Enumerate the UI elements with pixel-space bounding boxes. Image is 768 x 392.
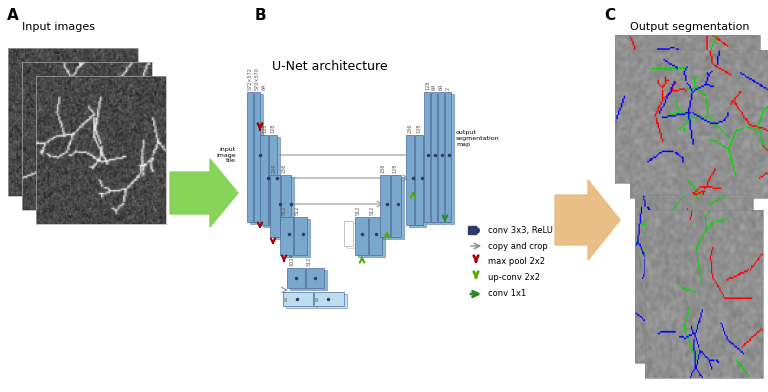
Text: 1024: 1024 bbox=[289, 254, 294, 266]
Bar bbox=[427, 94, 433, 224]
Bar bbox=[270, 175, 280, 237]
Bar bbox=[431, 92, 437, 222]
Text: 256: 256 bbox=[408, 123, 413, 133]
Bar bbox=[269, 135, 277, 225]
Bar bbox=[645, 210, 763, 378]
Bar bbox=[344, 221, 353, 246]
Text: copy and crop: copy and crop bbox=[488, 241, 548, 250]
Text: 8: 8 bbox=[315, 298, 318, 303]
Bar bbox=[630, 50, 768, 198]
Bar bbox=[406, 135, 414, 225]
Bar bbox=[280, 217, 293, 255]
Text: 570×570: 570×570 bbox=[255, 67, 260, 90]
Bar bbox=[263, 137, 271, 227]
Bar bbox=[309, 270, 327, 290]
Bar bbox=[355, 217, 368, 255]
Bar bbox=[284, 177, 294, 239]
Text: up-conv 2x2: up-conv 2x2 bbox=[488, 274, 540, 283]
Bar bbox=[424, 92, 430, 222]
Text: 64: 64 bbox=[432, 84, 437, 90]
Bar bbox=[250, 94, 256, 224]
Text: max pool 2x2: max pool 2x2 bbox=[488, 258, 545, 267]
Bar bbox=[260, 135, 268, 225]
Bar bbox=[36, 76, 166, 224]
Bar bbox=[294, 217, 307, 255]
Bar bbox=[438, 92, 444, 222]
Bar bbox=[283, 292, 313, 306]
Text: 256: 256 bbox=[282, 163, 287, 173]
Bar bbox=[254, 92, 260, 222]
Bar bbox=[290, 270, 308, 290]
Bar bbox=[22, 62, 152, 210]
Text: Input images: Input images bbox=[22, 22, 95, 32]
Bar bbox=[272, 137, 280, 227]
Text: 512: 512 bbox=[295, 206, 300, 215]
Bar bbox=[415, 135, 423, 225]
Bar bbox=[372, 219, 385, 257]
Bar bbox=[247, 92, 253, 222]
Bar bbox=[394, 177, 404, 239]
Bar bbox=[273, 177, 283, 239]
Text: 572×572: 572×572 bbox=[248, 67, 253, 90]
Text: input
image
tile: input image tile bbox=[217, 147, 236, 163]
Bar bbox=[383, 177, 393, 239]
Text: U-Net architecture: U-Net architecture bbox=[272, 60, 388, 73]
Bar bbox=[448, 94, 454, 224]
Text: 512: 512 bbox=[307, 257, 312, 266]
Text: 512: 512 bbox=[356, 206, 361, 215]
Bar bbox=[283, 219, 296, 257]
Bar bbox=[306, 268, 324, 288]
Text: 128: 128 bbox=[262, 123, 267, 133]
FancyArrow shape bbox=[555, 180, 620, 260]
Text: 2: 2 bbox=[446, 87, 451, 90]
Bar bbox=[286, 294, 316, 308]
Bar bbox=[441, 94, 447, 224]
Text: conv 1x1: conv 1x1 bbox=[488, 290, 526, 298]
Text: 8: 8 bbox=[284, 298, 287, 303]
Bar bbox=[287, 268, 305, 288]
Bar bbox=[317, 294, 347, 308]
Text: 512: 512 bbox=[282, 206, 287, 215]
Text: 128: 128 bbox=[416, 123, 421, 133]
Bar bbox=[281, 175, 291, 237]
Bar bbox=[434, 94, 440, 224]
Text: 128: 128 bbox=[270, 123, 275, 133]
Bar bbox=[297, 219, 310, 257]
FancyArrow shape bbox=[170, 159, 238, 227]
Text: conv 3x3, ReLU: conv 3x3, ReLU bbox=[488, 225, 553, 234]
Text: B: B bbox=[255, 8, 266, 23]
Text: 256: 256 bbox=[381, 163, 386, 173]
Text: Output segmentation: Output segmentation bbox=[630, 22, 750, 32]
Bar bbox=[409, 137, 417, 227]
Bar bbox=[8, 48, 138, 196]
Bar bbox=[358, 219, 371, 257]
Bar bbox=[347, 223, 356, 248]
Text: 64: 64 bbox=[262, 84, 267, 90]
Bar bbox=[445, 92, 451, 222]
Bar bbox=[380, 175, 390, 237]
Text: 128: 128 bbox=[392, 163, 397, 173]
Text: 128: 128 bbox=[425, 81, 430, 90]
Bar bbox=[635, 195, 753, 363]
Text: 64: 64 bbox=[439, 84, 444, 90]
Bar bbox=[418, 137, 426, 227]
Bar bbox=[391, 175, 401, 237]
Text: C: C bbox=[604, 8, 615, 23]
Text: 256: 256 bbox=[272, 163, 277, 173]
Text: A: A bbox=[7, 8, 18, 23]
Bar bbox=[468, 226, 476, 234]
Bar bbox=[314, 292, 344, 306]
Text: output
segmentation
map: output segmentation map bbox=[456, 130, 500, 147]
Bar bbox=[257, 94, 263, 224]
Bar bbox=[369, 217, 382, 255]
Bar bbox=[615, 35, 760, 183]
Text: 512: 512 bbox=[370, 206, 375, 215]
